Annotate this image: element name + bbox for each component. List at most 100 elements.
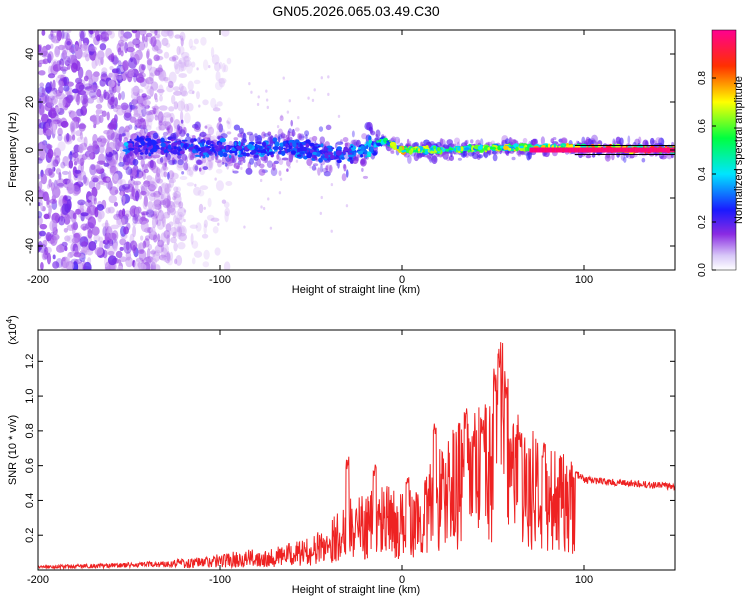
spectrogram-noise-cell — [158, 105, 168, 111]
spectrogram-noise-cell — [267, 197, 270, 201]
spectrogram-noise-cell — [166, 251, 171, 262]
spectrogram-band-cell — [450, 143, 457, 147]
spectrogram-noise-cell — [295, 159, 299, 163]
spectrogram-core-cell — [192, 148, 197, 154]
spectrogram-noise-cell — [148, 210, 158, 217]
spectrogram-noise-cell — [66, 234, 75, 244]
spectrogram-noise-cell — [45, 231, 52, 242]
spectrogram-core-cell — [256, 149, 262, 152]
spectrogram-noise-cell — [177, 100, 185, 112]
spectrogram-noise-cell — [90, 95, 98, 100]
spectrogram-noise-cell — [129, 240, 138, 251]
spectrogram-core-cell — [266, 147, 270, 153]
spectrogram-noise-cell — [147, 88, 154, 95]
spectrogram-noise-cell — [248, 82, 251, 86]
spectrogram-noise-cell — [57, 141, 66, 152]
snr-series-line — [38, 342, 675, 570]
spectrogram-core-cell — [266, 145, 271, 149]
spectrogram-noise-cell — [38, 59, 46, 65]
spectrogram-core-cell — [205, 147, 209, 151]
spectrogram-band-cell — [638, 136, 642, 145]
spectrogram-core-cell — [306, 149, 309, 153]
spectrogram-core-cell — [160, 137, 165, 143]
spectrogram-band-cell — [286, 168, 289, 172]
spectrogram-noise-cell — [87, 216, 97, 229]
spectrogram-band-cell — [188, 152, 193, 161]
spectrogram-noise-cell — [70, 62, 78, 73]
spectrogram-noise-cell — [319, 211, 322, 215]
spectrogram-core-cell — [373, 144, 377, 148]
spectrogram-band-cell — [168, 159, 175, 166]
spectrogram-core-cell — [320, 155, 325, 159]
spectrogram-core-cell — [225, 145, 229, 151]
spectrogram-core-cell — [122, 149, 129, 152]
spectrogram-noise-cell — [172, 231, 177, 239]
spectrogram-noise-cell — [71, 237, 79, 244]
spectrogram-noise-cell — [125, 251, 132, 261]
spectrogram-band-cell — [277, 128, 284, 137]
spectrogram-noise-cell — [134, 190, 140, 202]
spectrogram-core-cell — [260, 149, 267, 155]
spectrogram-core-cell — [457, 147, 461, 151]
spectrogram-noise-cell — [123, 31, 133, 39]
spectrogram-noise-cell — [110, 104, 115, 110]
spectrogram-band-cell — [184, 136, 192, 145]
spectrogram-noise-cell — [67, 50, 71, 63]
spectrogram-noise-cell — [41, 45, 48, 57]
spectrogram-noise-cell — [198, 203, 204, 214]
spectrogram-band-cell — [342, 163, 346, 169]
spectrogram-noise-cell — [172, 196, 177, 201]
spectrogram-core-cell — [324, 145, 327, 150]
spectrogram-noise-cell — [63, 133, 72, 143]
spectrogram-noise-cell — [143, 39, 149, 48]
spectrogram-noise-cell — [206, 214, 215, 221]
spectrogram-band-cell — [181, 170, 185, 175]
spectrogram-core-cell — [437, 147, 441, 152]
spectrogram-band-cell — [325, 165, 329, 171]
spectrogram-core-cell — [188, 147, 193, 151]
spectrogram-band-cell — [311, 165, 317, 171]
spectrogram-band-cell — [319, 136, 326, 144]
spectrogram-noise-cell — [193, 186, 202, 196]
spectrogram-band-cell — [323, 171, 331, 177]
spectrogram-noise-cell — [208, 161, 213, 169]
spectrogram-noise-cell — [48, 204, 52, 215]
spectrogram-noise-cell — [60, 31, 65, 40]
spectrogram-band-cell — [416, 152, 424, 158]
spectrogram-noise-cell — [107, 255, 117, 266]
spectrogram-noise-cell — [142, 200, 148, 210]
spectrogram-noise-cell — [150, 192, 157, 198]
spectrogram-band-cell — [511, 156, 516, 161]
y-tick-label: 0.8 — [24, 423, 36, 438]
spectrogram-noise-cell — [124, 41, 128, 54]
spectrogram-noise-cell — [106, 129, 115, 141]
spectrogram-noise-cell — [143, 168, 149, 174]
spectrogram-noise-cell — [73, 252, 82, 258]
spectrogram-band-cell — [336, 141, 344, 146]
spectrogram-band-cell — [125, 166, 133, 175]
spectrogram-noise-cell — [157, 209, 165, 222]
spectrogram-noise-cell — [100, 138, 106, 148]
spectrogram-noise-cell — [122, 60, 129, 72]
spectrogram-band-cell — [152, 132, 159, 139]
spectrogram-noise-cell — [226, 57, 232, 65]
spectrogram-noise-cell — [66, 90, 71, 96]
y-tick-label: 0.6 — [24, 458, 36, 473]
spectrogram-noise-cell — [169, 251, 174, 261]
spectrogram-noise-cell — [63, 85, 70, 92]
spectrogram-noise-cell — [135, 43, 140, 48]
spectrogram-band-cell — [522, 137, 528, 144]
spectrogram-noise-cell — [157, 239, 165, 248]
spectrogram-core-cell — [176, 141, 181, 145]
spectrogram-noise-cell — [119, 41, 125, 53]
spectrogram-noise-cell — [207, 197, 212, 208]
spectrogram-core-cell — [133, 148, 139, 155]
spectrogram-noise-cell — [134, 206, 139, 219]
spectrogram-core-cell — [408, 149, 413, 155]
spectrogram-noise-cell — [111, 153, 119, 165]
spectrogram-noise-cell — [94, 165, 103, 170]
spectrogram-band-cell — [341, 173, 347, 182]
spectrogram-noise-cell — [116, 74, 120, 81]
spectrogram-core-cell — [364, 155, 368, 158]
spectrogram-noise-cell — [114, 189, 119, 194]
